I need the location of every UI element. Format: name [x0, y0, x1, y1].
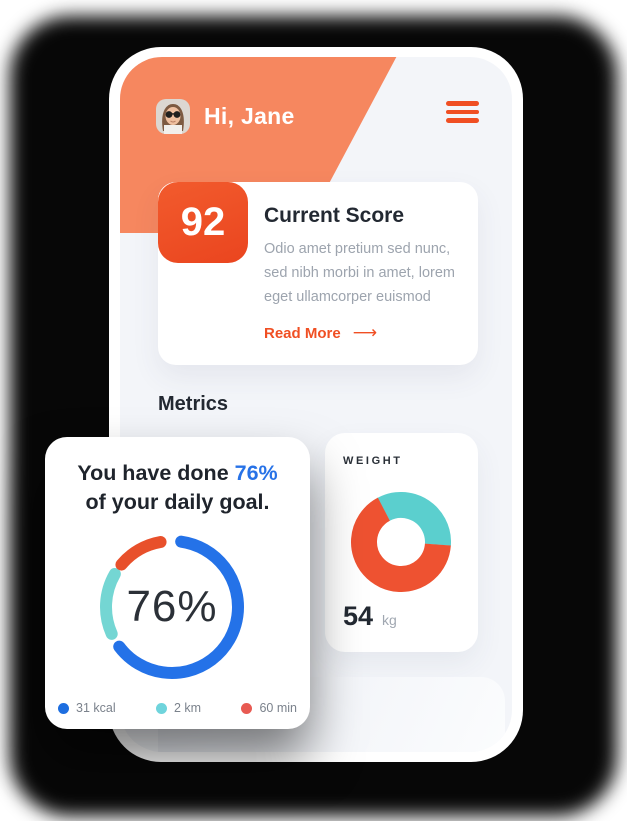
metrics-heading: Metrics [158, 393, 229, 415]
goal-progress-ring: 76% [92, 527, 252, 687]
goal-title-line2: of your daily goal. [85, 490, 270, 514]
avatar[interactable] [156, 99, 190, 134]
weight-value-row: 54 kg [343, 601, 397, 632]
goal-title-percent: 76% [234, 461, 278, 485]
score-badge: 92 [158, 182, 248, 263]
menu-icon[interactable] [446, 101, 479, 123]
greeting-text: Hi, Jane [204, 103, 295, 129]
daily-goal-card: You have done 76% of your daily goal. 76… [45, 437, 310, 729]
score-description: Odio amet pretium sed nunc, sed nibh mor… [264, 241, 455, 305]
menu-icon-bar [446, 109, 479, 115]
goal-ring-chart [100, 534, 244, 679]
kcal-dot-icon [58, 702, 69, 714]
weight-card-label: WEIGHT [343, 455, 403, 467]
min-label: 60 min [259, 701, 297, 715]
read-more-link[interactable]: Read More ⟶ [264, 323, 377, 343]
menu-icon-bar [446, 101, 479, 106]
score-title: Current Score [264, 204, 405, 227]
km-dot-icon [155, 702, 167, 714]
score-card: 92 Current Score Odio amet pretium sed n… [158, 182, 478, 365]
goal-legend: 31 kcal 2 km 60 min [58, 701, 297, 715]
weight-donut-chart [351, 492, 451, 592]
read-more-label: Read More [264, 324, 341, 342]
phone-frame: Hi, Jane 92 Current Score Odio amet pret… [109, 47, 523, 762]
app-screen: Hi, Jane 92 Current Score Odio amet pret… [120, 57, 512, 752]
menu-icon-bar [446, 118, 479, 123]
goal-title: You have done 76% of your daily goal. [45, 459, 310, 517]
kcal-label: 31 kcal [76, 701, 116, 715]
avatar-photo [156, 99, 190, 134]
min-dot-icon [241, 702, 253, 714]
score-card-content: Current Score Odio amet pretium sed nunc… [264, 204, 466, 343]
legend-item-km: 2 km [155, 701, 202, 715]
goal-title-prefix: You have done [77, 461, 235, 485]
legend-item-kcal: 31 kcal [58, 701, 116, 715]
weight-unit: kg [382, 612, 397, 628]
arrow-right-icon: ⟶ [352, 323, 378, 342]
goal-center-value: 76% [126, 582, 218, 631]
weight-card: WEIGHT 54 kg [325, 433, 478, 652]
legend-item-min: 60 min [241, 701, 297, 715]
km-label: 2 km [173, 701, 202, 715]
weight-value: 54 [343, 601, 374, 631]
